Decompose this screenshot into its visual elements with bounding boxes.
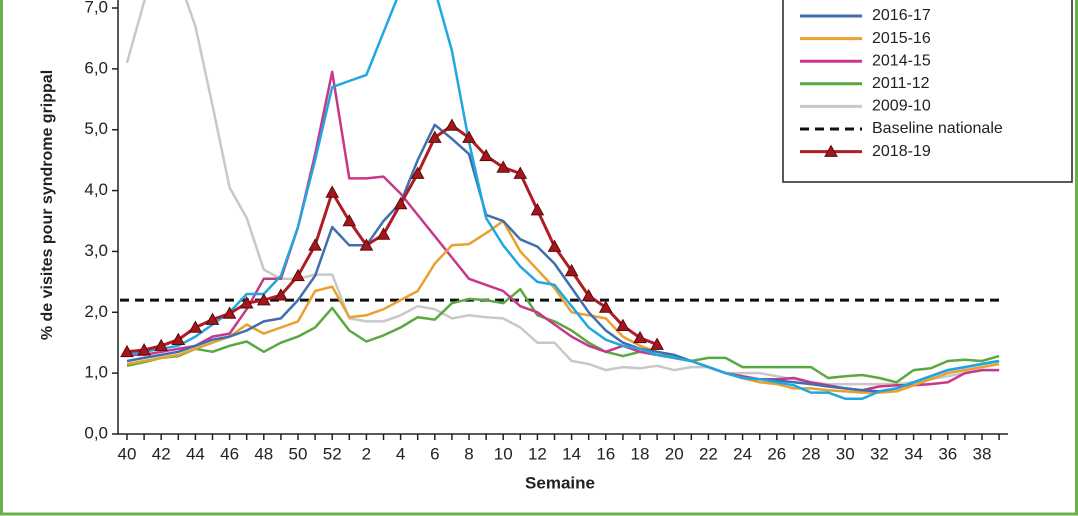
- y-tick-label: 1,0: [84, 363, 108, 382]
- series-line: [126, 123, 1000, 393]
- y-tick-label: 7,0: [84, 0, 108, 16]
- y-tick-label: 5,0: [84, 119, 108, 138]
- x-tick-label: 38: [973, 444, 992, 463]
- legend-label: 2016-17: [872, 7, 931, 24]
- marker: [274, 288, 288, 301]
- series-line: [125, 0, 1000, 386]
- marker: [650, 337, 664, 350]
- legend-label: 2009-10: [872, 98, 931, 115]
- x-tick-label: 2: [362, 444, 371, 463]
- y-tick-label: 3,0: [84, 241, 108, 260]
- marker: [616, 318, 630, 331]
- y-axis-title: % de visites pour syndrome grippal: [39, 70, 56, 340]
- marker: [205, 312, 220, 325]
- series-line: [126, 287, 1000, 384]
- x-tick-label: 44: [186, 444, 205, 463]
- marker: [137, 342, 151, 356]
- marker: [513, 166, 528, 179]
- x-tick-label: 28: [802, 444, 821, 463]
- x-tick-label: 40: [118, 444, 137, 463]
- legend-marker: [824, 144, 838, 157]
- marker: [427, 130, 442, 143]
- marker: [581, 288, 596, 302]
- legend-label: Baseline nationale: [872, 120, 1003, 137]
- legend-label: 2015-16: [872, 30, 931, 47]
- x-tick-label: 30: [836, 444, 855, 463]
- marker: [564, 263, 579, 277]
- x-tick-label: 4: [396, 444, 405, 463]
- marker: [239, 296, 254, 309]
- legend-label: 2018-19: [872, 143, 931, 160]
- y-tick-label: 0,0: [84, 423, 108, 442]
- series-line: [126, 0, 1000, 400]
- x-tick-label: 16: [596, 444, 615, 463]
- x-tick-label: 24: [733, 444, 752, 463]
- y-tick-label: 4,0: [84, 180, 108, 199]
- x-tick-label: 18: [631, 444, 650, 463]
- marker: [479, 148, 493, 162]
- x-tick-label: 10: [494, 444, 513, 463]
- x-tick-label: 52: [323, 444, 342, 463]
- marker: [171, 332, 186, 345]
- marker: [462, 130, 476, 143]
- marker: [496, 160, 511, 173]
- x-tick-label: 26: [767, 444, 786, 463]
- marker: [308, 238, 322, 251]
- marker: [598, 300, 613, 313]
- x-tick-label: 46: [220, 444, 239, 463]
- x-axis-title: Semaine: [525, 473, 595, 492]
- marker: [325, 185, 340, 198]
- x-tick-label: 12: [528, 444, 547, 463]
- marker: [445, 118, 459, 131]
- x-tick-label: 50: [289, 444, 308, 463]
- marker: [342, 213, 357, 227]
- legend-label: 2014-15: [872, 52, 931, 69]
- x-tick-label: 14: [562, 444, 581, 463]
- marker: [256, 293, 271, 306]
- marker: [359, 238, 374, 251]
- x-tick-label: 32: [870, 444, 889, 463]
- y-tick-label: 2,0: [84, 302, 108, 321]
- y-tick-label: 6,0: [84, 58, 108, 77]
- marker: [530, 203, 545, 216]
- x-tick-label: 22: [699, 444, 718, 463]
- marker: [120, 344, 134, 358]
- marker: [154, 338, 169, 352]
- marker: [188, 320, 203, 333]
- marker: [547, 239, 562, 252]
- marker: [410, 166, 425, 179]
- marker: [376, 227, 391, 240]
- legend-label: 2011-12: [872, 75, 930, 92]
- marker: [393, 196, 408, 210]
- series-line: [126, 219, 1000, 394]
- x-tick-label: 36: [938, 444, 957, 463]
- x-tick-label: 20: [665, 444, 684, 463]
- marker: [291, 268, 305, 282]
- x-tick-label: 48: [254, 444, 273, 463]
- marker: [222, 306, 237, 319]
- x-tick-label: 42: [152, 444, 171, 463]
- marker: [633, 330, 647, 344]
- x-tick-label: 8: [464, 444, 473, 463]
- x-tick-label: 6: [430, 444, 439, 463]
- x-tick-label: 34: [904, 444, 923, 463]
